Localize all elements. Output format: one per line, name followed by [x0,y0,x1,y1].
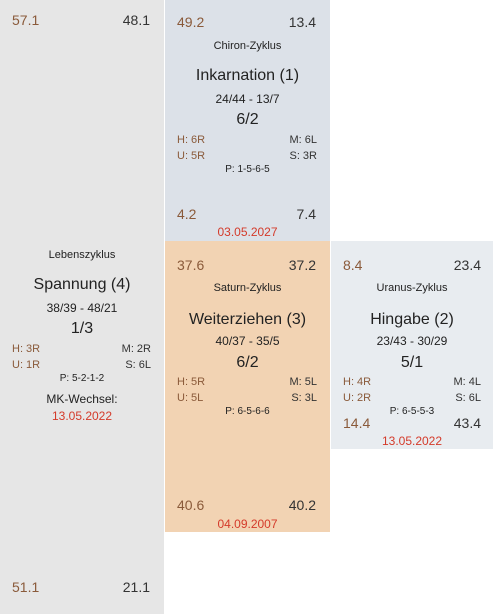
life-h-value: H: 3R [12,343,41,355]
uranus-phase-name: Hingabe (2) [370,311,454,328]
saturn-u-value: U: 5L [177,392,204,404]
life-bottom-left-value: 51.1 [12,579,40,595]
saturn-bottom-right-value: 40.2 [288,497,316,513]
saturn-m-value: M: 5L [289,376,317,388]
chiron-top-right-value: 13.4 [288,14,316,30]
life-bottom-right-value: 21.1 [122,579,150,595]
uranus-bottom-left-value: 14.4 [343,415,371,431]
life-m-value: M: 2R [121,343,151,355]
saturn-cycle-panel: 37.6 37.2 Saturn-Zyklus Weiterziehen (3)… [165,241,330,532]
chiron-s-value: S: 3R [289,150,317,162]
life-u-value: U: 1R [12,359,41,371]
uranus-date: 13.05.2022 [381,434,443,448]
chiron-u-value: U: 5R [177,150,206,162]
uranus-fraction: 5/1 [400,354,424,371]
life-mk-date: 13.05.2022 [51,409,113,423]
chiron-top-left-value: 49.2 [177,14,205,30]
chiron-m-value: M: 6L [289,134,317,146]
saturn-fraction: 6/2 [236,354,259,371]
chiron-p-value: P: 1-5-6-5 [225,164,270,175]
uranus-m-value: M: 4L [453,376,481,388]
uranus-top-right-value: 23.4 [453,257,481,273]
life-mk-label: MK-Wechsel: [46,392,118,406]
life-cycle-label: Lebenszyklus [48,249,116,261]
chiron-range: 24/44 - 13/7 [215,92,280,106]
saturn-bottom-left-value: 40.6 [177,497,205,513]
chiron-h-value: H: 6R [177,134,206,146]
life-p-value: P: 5-2-1-2 [59,373,105,384]
uranus-cycle-panel: 8.4 23.4 Uranus-Zyklus Hingabe (2) 23/43… [331,241,493,449]
saturn-range: 40/37 - 35/5 [215,334,280,348]
saturn-top-left-value: 37.6 [177,257,205,273]
life-s-value: S: 6L [125,359,151,371]
chiron-date: 03.05.2027 [217,225,278,239]
life-range: 38/39 - 48/21 [46,301,118,315]
saturn-phase-name: Weiterziehen (3) [188,311,307,328]
chiron-bottom-right-value: 7.4 [296,206,316,222]
saturn-date: 04.09.2007 [217,517,278,531]
life-top-left-value: 57.1 [12,12,40,28]
saturn-s-value: S: 3L [291,392,317,404]
life-phase-name: Spannung (4) [33,276,131,293]
uranus-p-value: P: 6-5-5-3 [389,406,435,417]
chiron-cycle-label: Chiron-Zyklus [213,40,282,52]
saturn-cycle-label: Saturn-Zyklus [213,282,282,294]
chiron-fraction: 6/2 [236,111,259,128]
chiron-cycle-panel: 49.2 13.4 Chiron-Zyklus Inkarnation (1) … [165,0,330,241]
saturn-top-right-value: 37.2 [288,257,316,273]
chiron-bottom-left-value: 4.2 [177,206,197,222]
life-top-right-value: 48.1 [122,12,150,28]
uranus-u-value: U: 2R [343,392,372,404]
uranus-cycle-label: Uranus-Zyklus [376,282,448,294]
uranus-h-value: H: 4R [343,376,372,388]
chiron-phase-name: Inkarnation (1) [195,67,300,84]
uranus-s-value: S: 6L [455,392,481,404]
life-fraction: 1/3 [70,320,94,337]
saturn-p-value: P: 6-5-6-6 [225,406,270,417]
saturn-h-value: H: 5R [177,376,206,388]
uranus-bottom-right-value: 43.4 [453,415,481,431]
uranus-range: 23/43 - 30/29 [376,334,448,348]
life-cycle-panel: 57.1 48.1 Lebenszyklus Spannung (4) 38/3… [0,0,164,614]
uranus-top-left-value: 8.4 [343,257,363,273]
